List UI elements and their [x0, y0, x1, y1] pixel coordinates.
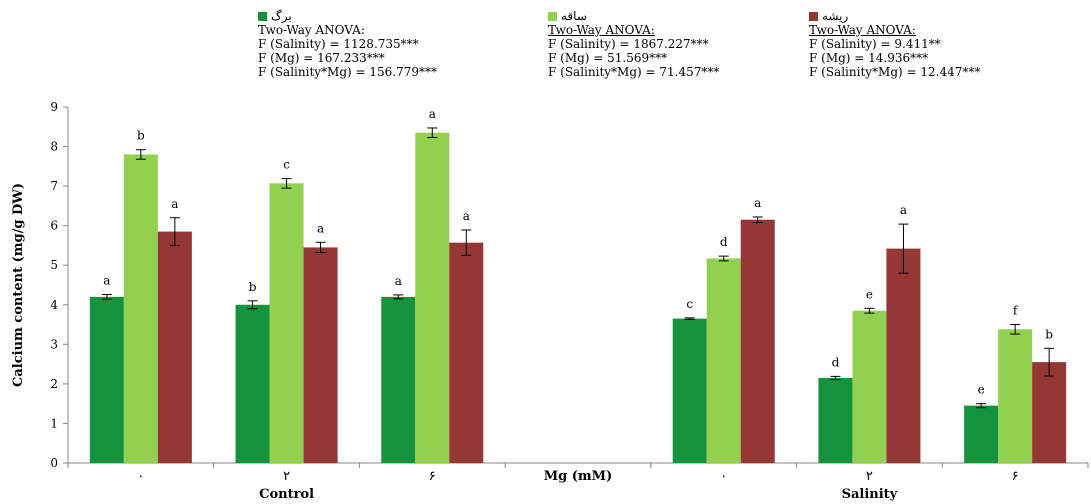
- legend-swatch-leaf: [258, 12, 267, 21]
- significance-letter: a: [395, 274, 402, 288]
- significance-letter: e: [978, 383, 985, 397]
- significance-letter: b: [137, 129, 145, 143]
- bar: [706, 258, 741, 463]
- y-axis-title: Calcium content (mg/g DW): [11, 183, 26, 387]
- anova-title-root: Two-Way ANOVA:: [809, 23, 916, 37]
- legend-swatch-stem: [548, 12, 557, 21]
- bar: [740, 219, 775, 463]
- significance-letter: a: [900, 203, 907, 217]
- bar: [269, 183, 304, 463]
- x-tick-label: ۰: [720, 469, 727, 484]
- x-tick-label: ۲: [283, 469, 290, 484]
- significance-letter: b: [249, 280, 257, 294]
- x-axis-title: Mg (mM): [544, 469, 612, 484]
- legend-entry-leaf: برگ Two-Way ANOVA: F (Salinity) = 1128.7…: [258, 9, 437, 79]
- bar: [449, 242, 484, 463]
- significance-letter: a: [171, 197, 178, 211]
- x-tick-label: ۶: [429, 469, 436, 484]
- bar: [381, 296, 416, 463]
- y-tick-label: 2: [50, 377, 58, 391]
- y-tick-label: 0: [50, 456, 58, 470]
- bar: [235, 304, 270, 463]
- bar: [998, 329, 1033, 463]
- y-tick-label: 1: [50, 416, 58, 430]
- significance-letter: c: [283, 158, 290, 172]
- x-tick-label: ۶: [1012, 469, 1019, 484]
- significance-letter: a: [463, 209, 470, 223]
- x-tick-label: ۰: [137, 469, 144, 484]
- legend-label-root: ریشه: [822, 9, 849, 23]
- bar: [1032, 362, 1067, 463]
- legend-swatch-root: [809, 12, 818, 21]
- y-tick-label: 5: [50, 258, 58, 272]
- group-label: Salinity: [842, 487, 898, 502]
- y-tick-label: 6: [50, 219, 58, 233]
- bar: [818, 377, 853, 463]
- y-tick-label: 7: [50, 179, 58, 193]
- significance-letter: d: [720, 235, 728, 249]
- anova-salinity-leaf: F (Salinity) = 1128.735***: [258, 37, 419, 51]
- bar: [123, 154, 158, 463]
- significance-letter: a: [103, 273, 110, 287]
- anova-title-leaf: Two-Way ANOVA:: [258, 23, 365, 37]
- anova-interaction-leaf: F (Salinity*Mg) = 156.779***: [258, 65, 437, 79]
- legend-label-leaf: برگ: [271, 9, 292, 23]
- y-tick-label: 8: [50, 140, 58, 154]
- y-tick-label: 4: [50, 298, 58, 312]
- legend-entry-stem: ساقه Two-Way ANOVA: F (Salinity) = 1867.…: [548, 9, 719, 79]
- significance-letter: a: [317, 221, 324, 235]
- significance-letter: e: [866, 287, 873, 301]
- anova-salinity-stem: F (Salinity) = 1867.227***: [548, 37, 709, 51]
- x-tick-label: ۲: [866, 469, 873, 484]
- anova-interaction-root: F (Salinity*Mg) = 12.447***: [809, 65, 981, 79]
- bar: [852, 310, 887, 463]
- bar: [672, 318, 707, 463]
- significance-letter: f: [1013, 304, 1019, 318]
- anova-mg-leaf: F (Mg) = 167.233***: [258, 51, 385, 65]
- anova-mg-stem: F (Mg) = 51.569***: [548, 51, 668, 65]
- significance-letter: c: [686, 297, 693, 311]
- significance-letter: a: [754, 196, 761, 210]
- anova-salinity-root: F (Salinity) = 9.411**: [809, 37, 941, 51]
- legend-label-stem: ساقه: [561, 9, 587, 23]
- bar: [157, 231, 192, 463]
- significance-letter: d: [832, 355, 840, 369]
- bar: [89, 296, 124, 463]
- y-tick-label: 9: [50, 100, 58, 114]
- group-label: Control: [259, 487, 314, 502]
- significance-letter: b: [1045, 327, 1053, 341]
- bar: [415, 132, 450, 463]
- significance-letter: a: [429, 107, 436, 121]
- legend-entry-root: ریشه Two-Way ANOVA: F (Salinity) = 9.411…: [809, 9, 980, 79]
- y-tick-label: 3: [50, 337, 58, 351]
- bar: [303, 247, 338, 463]
- anova-interaction-stem: F (Salinity*Mg) = 71.457***: [548, 65, 720, 79]
- anova-title-stem: Two-Way ANOVA:: [548, 23, 655, 37]
- bar: [964, 405, 999, 463]
- bar: [886, 248, 921, 463]
- anova-mg-root: F (Mg) = 14.936***: [809, 51, 929, 65]
